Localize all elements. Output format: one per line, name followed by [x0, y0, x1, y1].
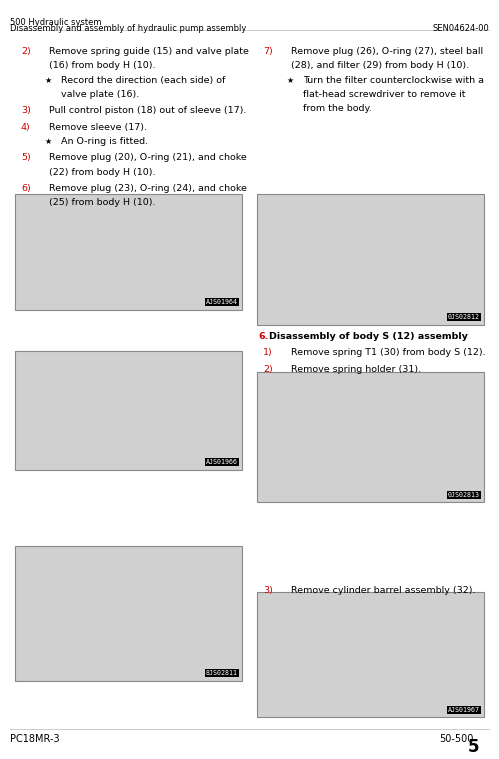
- Text: Remove spring T1 (30) from body S (12).: Remove spring T1 (30) from body S (12).: [291, 348, 486, 357]
- Text: Remove plug (20), O-ring (21), and choke: Remove plug (20), O-ring (21), and choke: [49, 153, 247, 162]
- Text: (22) from body H (10).: (22) from body H (10).: [49, 168, 155, 177]
- Text: (25) from body H (10).: (25) from body H (10).: [49, 198, 155, 207]
- Text: 0JS02812: 0JS02812: [448, 314, 480, 320]
- Text: 3): 3): [263, 586, 273, 595]
- Text: 0JS02813: 0JS02813: [448, 492, 480, 498]
- Text: 5): 5): [21, 153, 31, 162]
- Text: AJS01964: AJS01964: [206, 299, 238, 305]
- Text: ★: ★: [45, 137, 52, 146]
- Text: Remove spring guide (15) and valve plate: Remove spring guide (15) and valve plate: [49, 47, 249, 56]
- Text: AJS01966: AJS01966: [206, 459, 238, 465]
- Text: flat-head screwdriver to remove it: flat-head screwdriver to remove it: [303, 90, 466, 99]
- Text: Disassembly and assembly of hydraulic pump assembly: Disassembly and assembly of hydraulic pu…: [10, 24, 247, 33]
- Bar: [15, 546, 242, 681]
- Text: 6.: 6.: [258, 332, 268, 341]
- Text: An O-ring is fitted.: An O-ring is fitted.: [61, 137, 148, 146]
- Text: AJS01967: AJS01967: [448, 707, 480, 713]
- Text: Record the direction (each side) of: Record the direction (each side) of: [61, 76, 225, 84]
- Text: 6): 6): [21, 184, 31, 193]
- Text: PC18MR-3: PC18MR-3: [10, 734, 59, 744]
- Text: Pull control piston (18) out of sleeve (17).: Pull control piston (18) out of sleeve (…: [49, 106, 247, 115]
- Text: 3): 3): [21, 106, 31, 115]
- Text: Remove cylinder barrel assembly (32).: Remove cylinder barrel assembly (32).: [291, 586, 476, 595]
- Text: 5: 5: [468, 738, 480, 756]
- Text: Remove plug (26), O-ring (27), steel ball: Remove plug (26), O-ring (27), steel bal…: [291, 47, 483, 56]
- Text: (16) from body H (10).: (16) from body H (10).: [49, 61, 155, 71]
- Text: Remove plug (23), O-ring (24), and choke: Remove plug (23), O-ring (24), and choke: [49, 184, 247, 193]
- Text: Remove spring holder (31).: Remove spring holder (31).: [291, 364, 421, 373]
- Text: ★: ★: [45, 76, 52, 84]
- Text: Disassembly of body S (12) assembly: Disassembly of body S (12) assembly: [269, 332, 469, 341]
- Text: (28), and filter (29) from body H (10).: (28), and filter (29) from body H (10).: [291, 61, 469, 71]
- Text: ★: ★: [287, 76, 294, 84]
- Bar: [257, 372, 484, 502]
- Text: 2): 2): [263, 364, 273, 373]
- Text: SEN04624-00: SEN04624-00: [432, 24, 489, 33]
- Text: Turn the filter counterclockwise with a: Turn the filter counterclockwise with a: [303, 76, 484, 84]
- Text: 1): 1): [263, 348, 273, 357]
- Text: from the body.: from the body.: [303, 104, 372, 113]
- Text: 2): 2): [21, 47, 31, 56]
- Text: 500 Hydraulic system: 500 Hydraulic system: [10, 18, 101, 27]
- Text: valve plate (16).: valve plate (16).: [61, 90, 139, 99]
- Bar: [15, 194, 242, 310]
- Text: Remove sleeve (17).: Remove sleeve (17).: [49, 123, 147, 131]
- Text: 8JS02811: 8JS02811: [206, 670, 238, 676]
- Text: 7): 7): [263, 47, 273, 56]
- Text: 50-500: 50-500: [439, 734, 474, 744]
- Bar: [257, 592, 484, 717]
- Text: 4): 4): [21, 123, 31, 131]
- Bar: [15, 351, 242, 470]
- Bar: [257, 194, 484, 325]
